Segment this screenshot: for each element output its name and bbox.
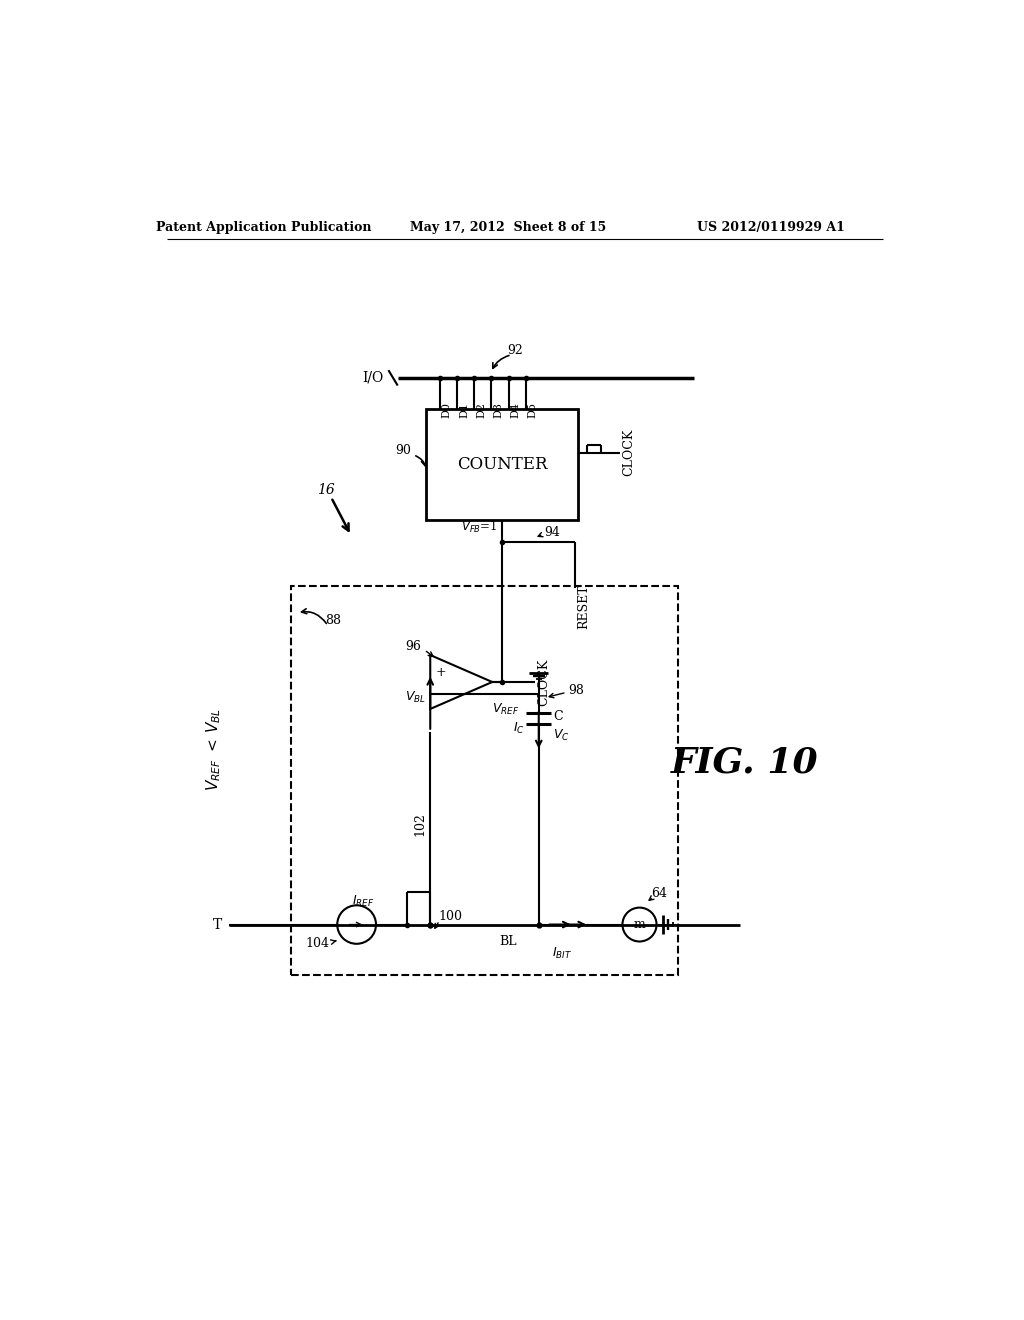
- Text: $V_{FB}$=1: $V_{FB}$=1: [462, 519, 498, 535]
- Text: 16: 16: [316, 483, 335, 496]
- Text: $I_C$: $I_C$: [513, 721, 524, 735]
- Text: $V_C$: $V_C$: [554, 727, 570, 743]
- Text: FIG. 10: FIG. 10: [671, 746, 818, 780]
- Text: May 17, 2012  Sheet 8 of 15: May 17, 2012 Sheet 8 of 15: [410, 222, 606, 234]
- Text: 96: 96: [406, 640, 421, 653]
- Text: $V_{BL}$: $V_{BL}$: [406, 689, 426, 705]
- Text: 100: 100: [438, 909, 462, 923]
- Text: Patent Application Publication: Patent Application Publication: [156, 222, 372, 234]
- Text: C: C: [554, 710, 563, 723]
- Text: $V_{REF}$: $V_{REF}$: [493, 702, 519, 717]
- Text: CLOCK: CLOCK: [538, 659, 550, 706]
- Text: 104: 104: [305, 937, 330, 950]
- Text: COUNTER: COUNTER: [457, 455, 547, 473]
- Text: BL: BL: [499, 935, 516, 948]
- Bar: [291, 586, 678, 974]
- Text: D4: D4: [510, 403, 520, 418]
- Text: 94: 94: [544, 527, 560, 539]
- Text: 92: 92: [508, 345, 523, 358]
- Text: CLOCK: CLOCK: [623, 429, 636, 477]
- Text: 98: 98: [568, 684, 584, 697]
- Text: 64: 64: [651, 887, 667, 900]
- Text: I/O: I/O: [362, 371, 384, 385]
- Text: RESET: RESET: [578, 585, 591, 628]
- Text: D1: D1: [459, 403, 469, 418]
- Text: D3: D3: [493, 403, 503, 418]
- Text: $I_{BIT}$: $I_{BIT}$: [552, 946, 572, 961]
- Text: 88: 88: [326, 614, 342, 627]
- Text: 90: 90: [395, 445, 411, 458]
- Text: m: m: [634, 917, 645, 931]
- Text: D0: D0: [442, 403, 452, 418]
- Text: <: <: [206, 738, 220, 750]
- Text: US 2012/0119929 A1: US 2012/0119929 A1: [697, 222, 845, 234]
- Text: D2: D2: [476, 403, 486, 418]
- Text: $I_{REF}$: $I_{REF}$: [351, 894, 374, 909]
- Text: T: T: [213, 917, 222, 932]
- Text: $V_{REF}$: $V_{REF}$: [204, 758, 222, 791]
- Text: D5: D5: [527, 403, 538, 418]
- Text: 102: 102: [414, 812, 426, 836]
- Text: $V_{BL}$: $V_{BL}$: [204, 708, 222, 733]
- Text: +: +: [436, 667, 446, 680]
- Bar: [426, 409, 578, 520]
